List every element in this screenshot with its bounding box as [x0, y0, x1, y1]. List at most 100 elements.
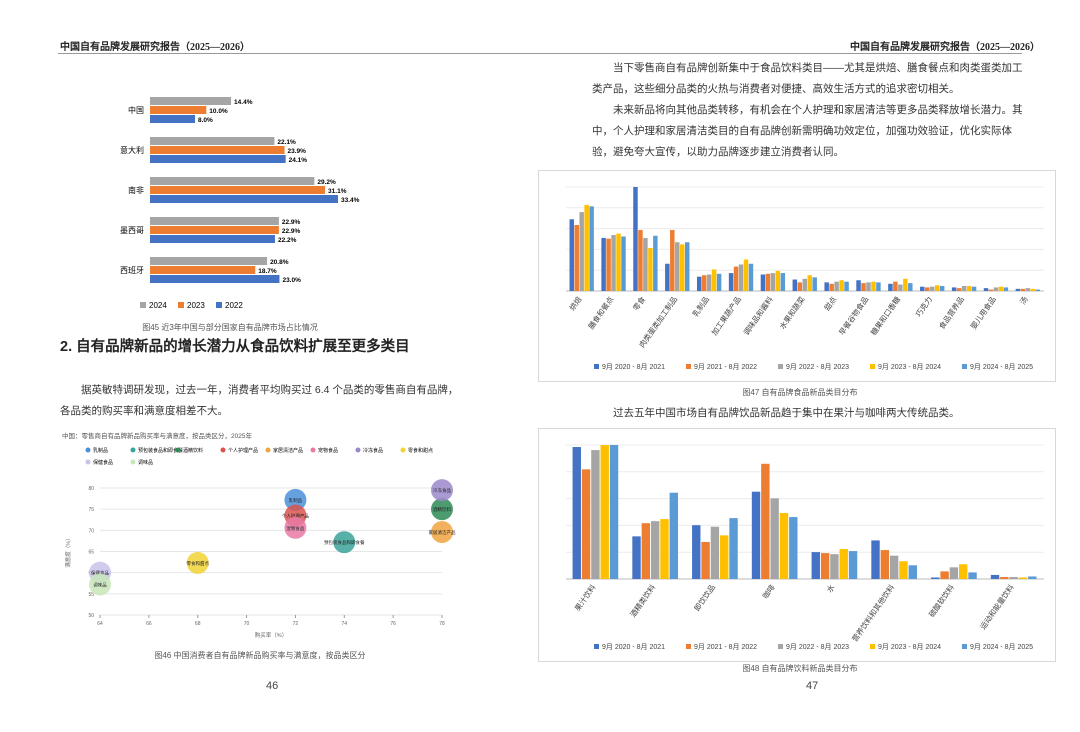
legend-swatch	[686, 364, 691, 369]
bar	[748, 263, 754, 291]
bar	[1020, 288, 1026, 291]
legend-swatch	[85, 447, 91, 453]
bar	[751, 491, 761, 579]
bar	[961, 285, 967, 291]
bar	[720, 535, 729, 579]
bubble	[89, 573, 111, 596]
x-tick-label: 64	[97, 621, 103, 627]
bar	[940, 571, 949, 579]
legend-swatch	[870, 644, 875, 649]
bar	[738, 264, 744, 291]
value-label: 29.2%	[317, 179, 336, 186]
legend-swatch	[778, 364, 783, 369]
bar	[589, 206, 594, 291]
bar	[653, 235, 658, 291]
legend-label: 宠物食品	[318, 447, 338, 454]
bar	[920, 286, 925, 291]
bar	[956, 288, 962, 291]
bar	[834, 281, 839, 291]
category-label: 果汁饮料	[572, 582, 598, 613]
bar	[929, 286, 935, 291]
bar	[792, 279, 798, 291]
category-label: 南非	[128, 185, 144, 195]
bar	[861, 283, 866, 291]
bar	[998, 286, 1004, 291]
bar	[968, 572, 977, 579]
bar	[591, 450, 600, 579]
header-rule	[58, 53, 1022, 54]
legend-swatch	[962, 364, 967, 369]
caption: 图47 自有品牌食品新品类目分布	[742, 388, 858, 397]
bar	[830, 554, 839, 579]
bar	[684, 242, 690, 291]
legend-label: 9月 2020 - 8月 2021	[602, 363, 665, 371]
caption: 图45 近3年中国与部分国家自有品牌市场占比情况	[142, 323, 318, 332]
bar	[150, 137, 275, 145]
bar	[812, 277, 817, 291]
bubble-label: 零食和甜点	[186, 560, 209, 567]
category-label: 即饮饮品	[692, 582, 717, 612]
bar	[150, 195, 338, 203]
bar	[579, 212, 584, 291]
bar	[150, 106, 207, 114]
y-tick-label: 55	[88, 592, 94, 598]
bar	[1015, 288, 1021, 291]
category-label: 糖果和口香糖	[868, 294, 902, 337]
bar	[601, 237, 606, 291]
bar	[632, 536, 641, 579]
y-tick-label: 65	[88, 550, 94, 556]
legend-label: 9月 2021 - 8月 2022	[694, 363, 757, 371]
x-tick-label: 68	[195, 621, 201, 627]
legend-swatch	[130, 447, 136, 453]
bar	[680, 244, 685, 291]
value-label: 10.0%	[209, 108, 228, 115]
bar	[871, 540, 880, 579]
category-label: 早餐谷物食品	[836, 294, 870, 337]
bar	[696, 276, 702, 291]
bar	[633, 187, 638, 291]
bar	[811, 552, 820, 579]
bubble-label: 个人护理产品	[282, 513, 309, 520]
bar	[150, 266, 256, 274]
x-tick-label: 66	[146, 621, 152, 627]
category-label: 碳酸软饮料	[926, 582, 956, 619]
bar	[880, 550, 890, 579]
category-label: 墨西哥	[120, 226, 144, 235]
bar	[780, 273, 786, 291]
value-label: 22.1%	[277, 139, 296, 146]
legend-label: 2022	[225, 301, 243, 310]
bubble-label: 调味品	[93, 582, 107, 589]
paragraph: 未来新品将向其他品类转移，有机会在个人护理和家居清洁等更多品类释放增长潜力。其中…	[592, 104, 1023, 158]
y-tick-label: 75	[88, 507, 94, 513]
legend-swatch	[216, 302, 222, 308]
category-label: 汤	[1018, 295, 1030, 307]
bar	[641, 523, 651, 579]
bubble-label: 宠物食品	[286, 525, 304, 532]
bar	[150, 155, 286, 163]
bar	[1009, 576, 1018, 579]
legend-label: 9月 2023 - 8月 2024	[878, 363, 941, 371]
y-tick-label: 70	[88, 528, 94, 534]
bar	[1000, 576, 1009, 579]
category-label: 乳制品	[690, 294, 711, 318]
caption: 图46 中国消费者自有品牌新品购买率与满意度，按品类区分	[154, 651, 366, 660]
value-label: 31.1%	[328, 188, 347, 195]
bar	[150, 275, 280, 283]
legend-label: 保健食品	[93, 459, 113, 466]
bar	[711, 269, 717, 291]
paragraph: 过去五年中国市场自有品牌饮品新品趋于集中在果汁与咖啡两大传统品类。	[613, 407, 960, 419]
category-label: 水	[824, 582, 837, 594]
bar	[934, 285, 940, 291]
bar	[898, 284, 903, 291]
legend-label: 预包装食品和即食餐	[138, 447, 183, 454]
bar	[775, 270, 781, 291]
bar	[899, 561, 908, 579]
legend-swatch	[594, 644, 599, 649]
bar	[665, 263, 670, 291]
bar	[150, 217, 279, 225]
legend-swatch	[220, 447, 226, 453]
bar-chart: 中国 14.4% 10.0% 8.0% 意大利 22.1% 23.9% 24.1% 南非 29.2…	[120, 97, 360, 310]
bar	[1025, 288, 1031, 291]
bar	[616, 233, 621, 291]
bar	[150, 177, 315, 185]
